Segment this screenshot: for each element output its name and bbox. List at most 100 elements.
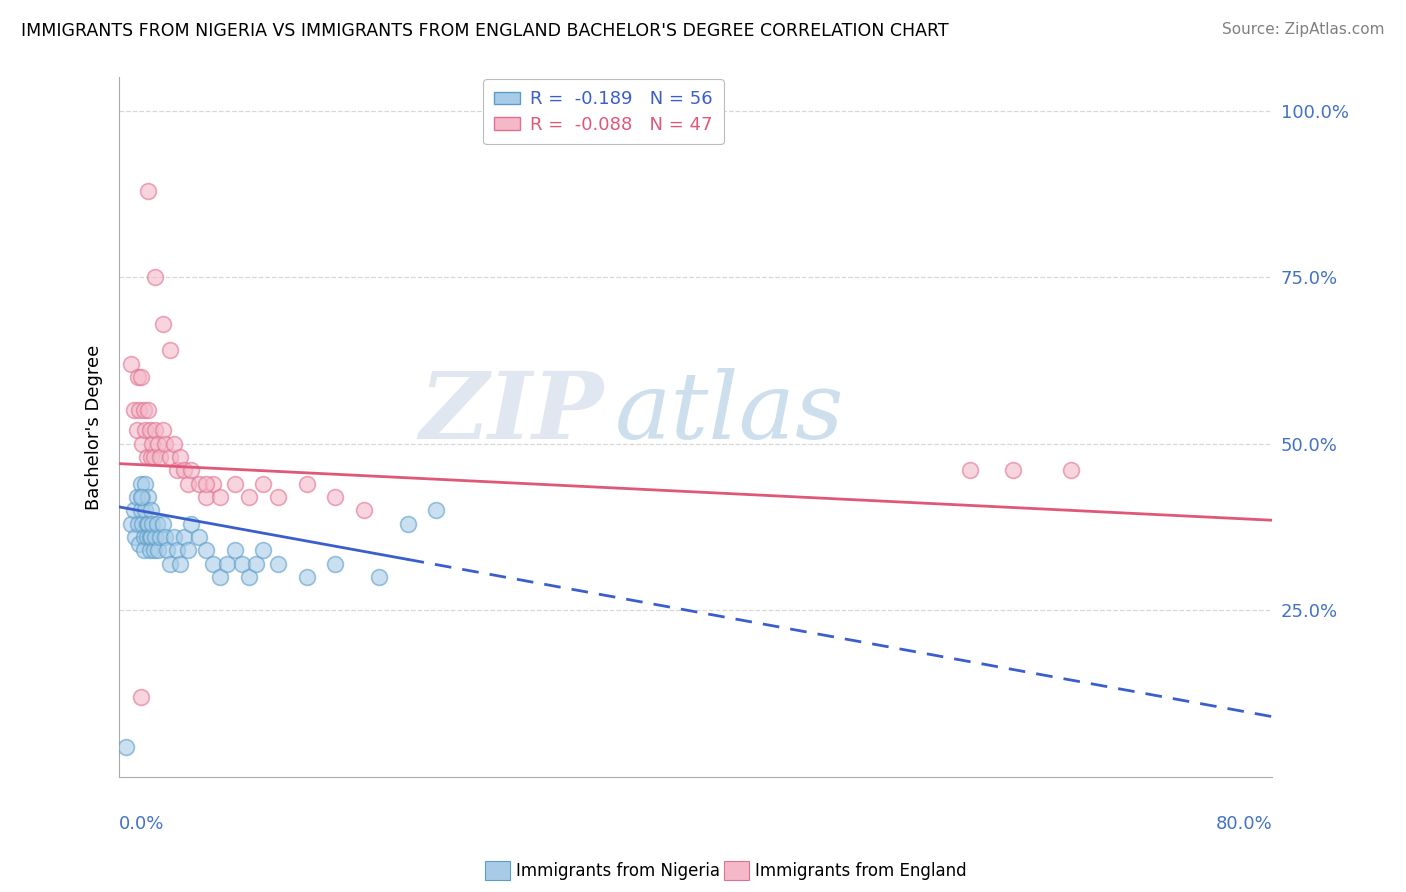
Point <box>135 530 157 544</box>
Point <box>209 570 232 584</box>
Point <box>128 403 150 417</box>
Point <box>194 476 217 491</box>
Point <box>156 543 179 558</box>
Point <box>252 476 274 491</box>
Point <box>120 357 142 371</box>
Point <box>129 476 152 491</box>
Point <box>353 503 375 517</box>
Point <box>224 543 246 558</box>
Point <box>152 317 174 331</box>
Point <box>173 463 195 477</box>
Point <box>155 436 177 450</box>
Point <box>122 403 145 417</box>
Point <box>125 490 148 504</box>
Point <box>142 543 165 558</box>
Point <box>132 403 155 417</box>
Point <box>180 516 202 531</box>
Point <box>267 557 290 571</box>
Point <box>217 557 239 571</box>
Point <box>134 423 156 437</box>
Point <box>131 516 153 531</box>
Text: IMMIGRANTS FROM NIGERIA VS IMMIGRANTS FROM ENGLAND BACHELOR'S DEGREE CORRELATION: IMMIGRANTS FROM NIGERIA VS IMMIGRANTS FR… <box>21 22 949 40</box>
Text: ZIP: ZIP <box>419 368 603 458</box>
Point <box>166 543 188 558</box>
Point <box>152 423 174 437</box>
Point <box>131 436 153 450</box>
Point <box>295 570 318 584</box>
Point <box>132 530 155 544</box>
Point <box>139 450 162 464</box>
Point <box>145 516 167 531</box>
Point <box>141 516 163 531</box>
Point <box>138 530 160 544</box>
Point <box>177 476 200 491</box>
Point <box>138 423 160 437</box>
Point <box>138 543 160 558</box>
Point <box>136 184 159 198</box>
Point <box>201 476 224 491</box>
Point <box>187 476 209 491</box>
Point <box>129 490 152 504</box>
Point <box>245 557 267 571</box>
Point <box>139 530 162 544</box>
Point <box>267 490 290 504</box>
Point <box>129 690 152 704</box>
Point <box>1001 463 1024 477</box>
Point <box>128 536 150 550</box>
Point <box>169 450 191 464</box>
Point <box>148 436 170 450</box>
Point <box>238 570 260 584</box>
Point <box>134 476 156 491</box>
Point <box>143 423 166 437</box>
Point <box>159 343 181 358</box>
Point <box>115 739 138 754</box>
Point <box>152 516 174 531</box>
Point <box>295 476 318 491</box>
Text: Immigrants from England: Immigrants from England <box>755 862 967 880</box>
Point <box>959 463 981 477</box>
Point <box>143 530 166 544</box>
Point <box>142 450 165 464</box>
Point <box>143 270 166 285</box>
Point <box>129 503 152 517</box>
Point <box>180 463 202 477</box>
Point <box>163 530 186 544</box>
Point <box>127 516 149 531</box>
Point <box>148 543 170 558</box>
Point <box>141 436 163 450</box>
Point <box>136 403 159 417</box>
Point <box>224 476 246 491</box>
Point <box>136 516 159 531</box>
Y-axis label: Bachelor's Degree: Bachelor's Degree <box>86 344 103 509</box>
Point <box>122 503 145 517</box>
Point <box>173 530 195 544</box>
Point <box>425 503 447 517</box>
Point <box>367 570 389 584</box>
Point <box>136 490 159 504</box>
Point <box>135 516 157 531</box>
Point <box>149 530 172 544</box>
Point <box>129 370 152 384</box>
Point <box>155 530 177 544</box>
Point <box>177 543 200 558</box>
Point <box>163 436 186 450</box>
Legend: R =  -0.189   N = 56, R =  -0.088   N = 47: R = -0.189 N = 56, R = -0.088 N = 47 <box>484 79 724 145</box>
Point <box>396 516 419 531</box>
Point <box>187 530 209 544</box>
Point <box>159 557 181 571</box>
Point <box>159 450 181 464</box>
Point <box>149 450 172 464</box>
Text: Immigrants from Nigeria: Immigrants from Nigeria <box>516 862 720 880</box>
Point <box>132 543 155 558</box>
Point <box>135 450 157 464</box>
Point <box>194 490 217 504</box>
Point <box>131 490 153 504</box>
Point <box>325 557 347 571</box>
Text: 0.0%: 0.0% <box>120 815 165 833</box>
Point <box>209 490 232 504</box>
Text: 80.0%: 80.0% <box>1216 815 1272 833</box>
Point <box>194 543 217 558</box>
Point <box>124 530 146 544</box>
Point <box>169 557 191 571</box>
Point <box>120 516 142 531</box>
